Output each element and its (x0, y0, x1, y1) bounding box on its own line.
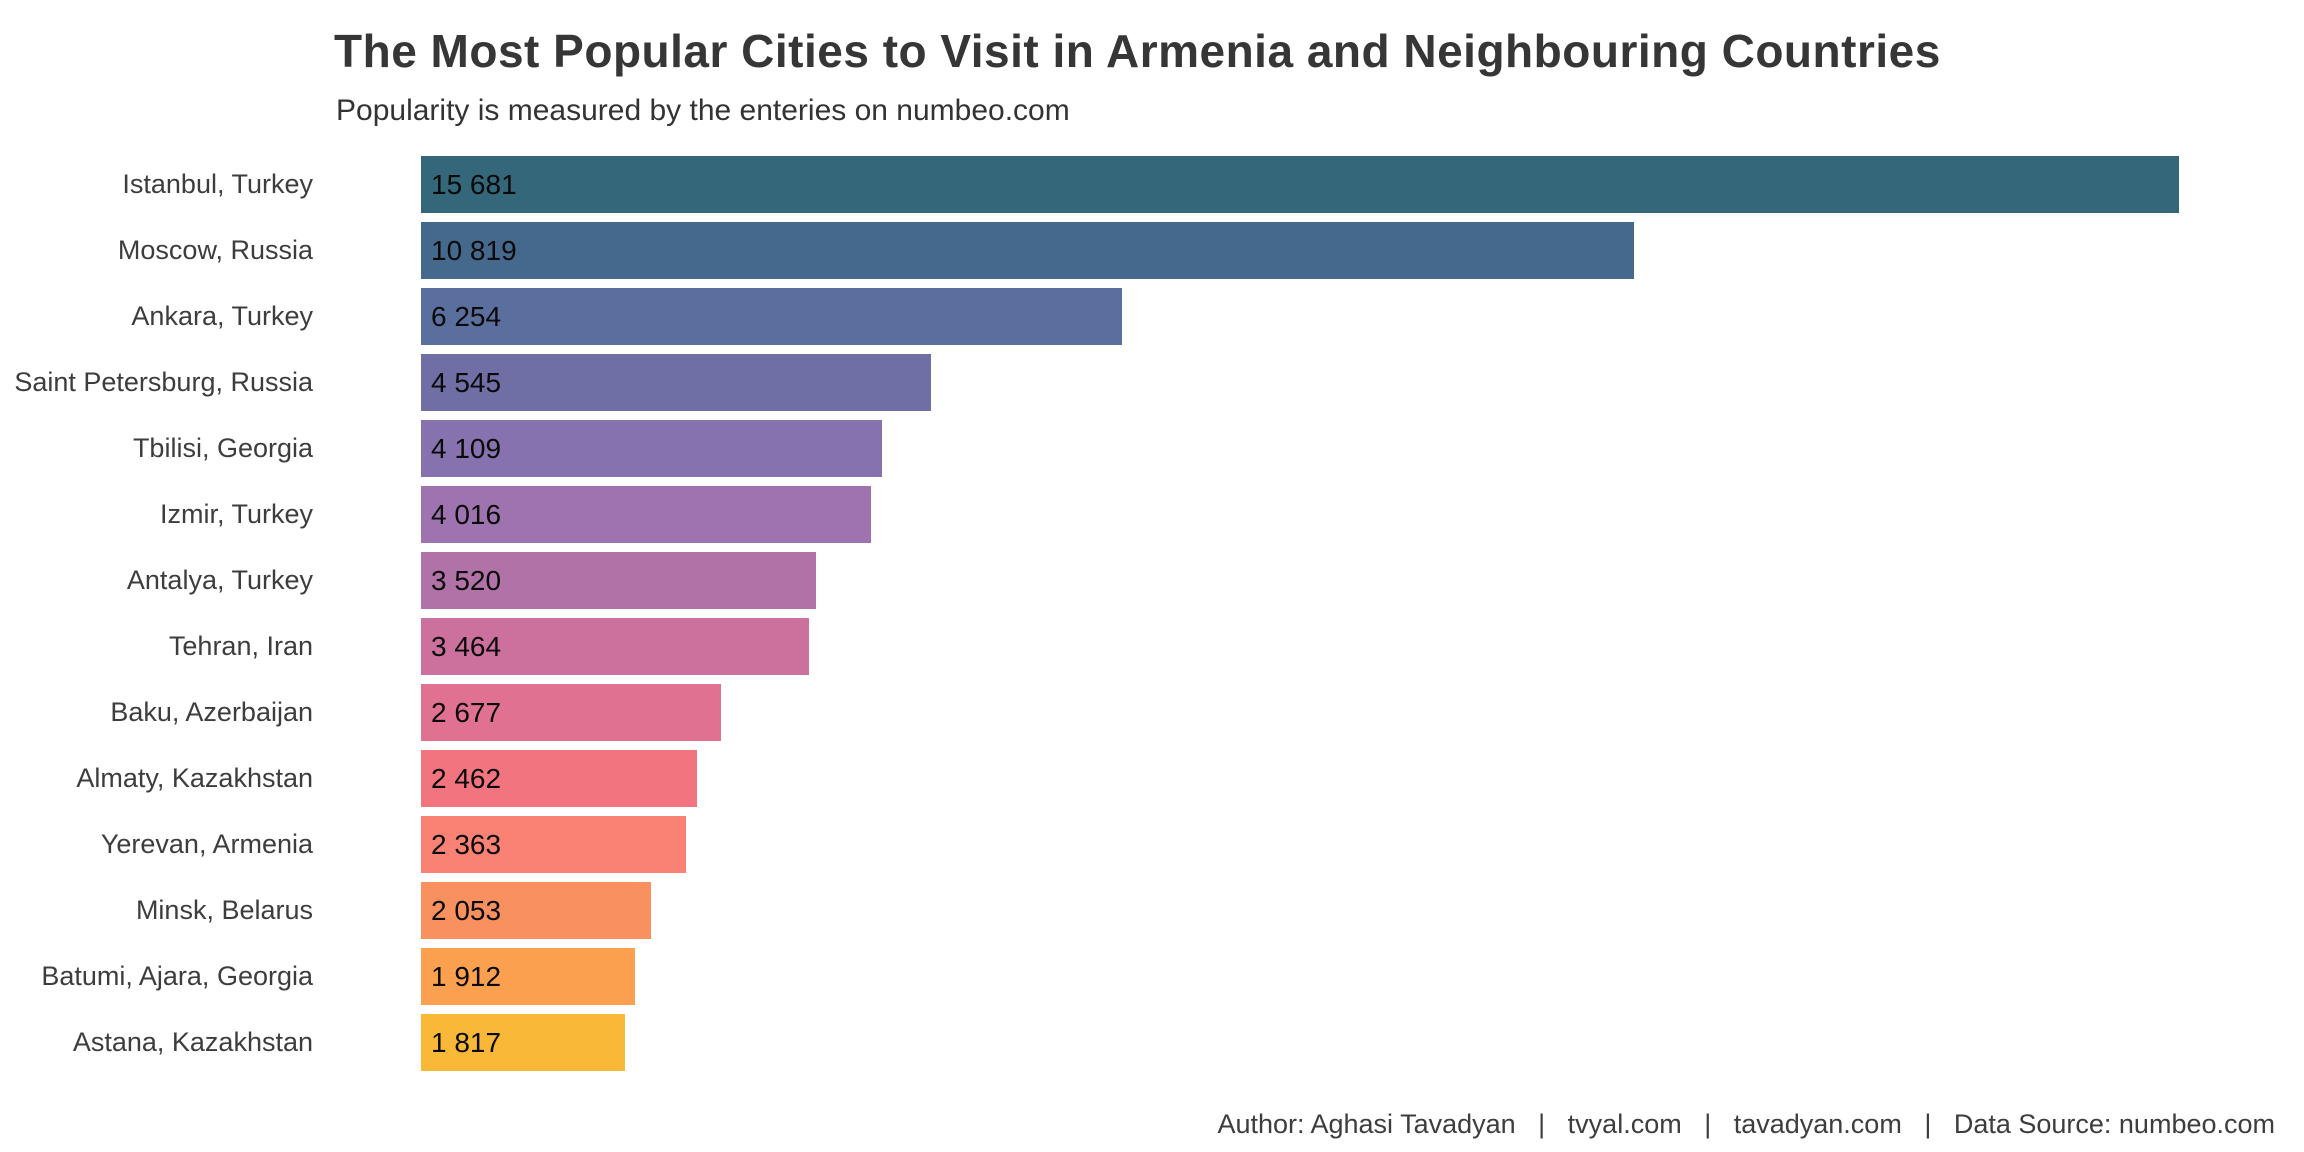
value-label: 2 462 (431, 762, 502, 794)
bar: 1 912 (421, 948, 636, 1005)
chart-row: Tehran, Iran 3 464 (0, 618, 2304, 675)
bar: 2 677 (421, 684, 722, 741)
bar-area: 1 817 (421, 1014, 2179, 1071)
chart-row: Almaty, Kazakhstan 2 462 (0, 750, 2304, 807)
value-label: 4 109 (431, 432, 502, 464)
category-label: Moscow, Russia (117, 235, 313, 265)
value-label: 10 819 (431, 234, 517, 266)
category-label: Batumi, Ajara, Georgia (41, 961, 313, 991)
chart-subtitle: Popularity is measured by the enteries o… (336, 94, 1070, 127)
chart-row: Ankara, Turkey 6 254 (0, 288, 2304, 345)
category-label: Izmir, Turkey (159, 499, 313, 529)
bar-area: 2 363 (421, 816, 2179, 873)
value-label: 2 363 (431, 828, 502, 860)
bar-area: 3 520 (421, 552, 2179, 609)
bar-area: 15 681 (421, 156, 2179, 213)
chart-row: Baku, Azerbaijan 2 677 (0, 684, 2304, 741)
bar: 4 545 (421, 354, 931, 411)
category-label: Tbilisi, Georgia (132, 433, 313, 463)
chart-row: Yerevan, Armenia 2 363 (0, 816, 2304, 873)
value-label: 2 677 (431, 696, 502, 728)
bar: 2 363 (421, 816, 686, 873)
bar-area: 6 254 (421, 288, 2179, 345)
bar: 4 109 (421, 420, 882, 477)
chart-row: Moscow, Russia 10 819 (0, 222, 2304, 279)
bar: 10 819 (421, 222, 1634, 279)
value-label: 6 254 (431, 300, 502, 332)
category-label: Baku, Azerbaijan (110, 697, 313, 727)
chart-footer-credits: Author: Aghasi Tavadyan | tvyal.com | ta… (1217, 1109, 2275, 1139)
bar-area: 1 912 (421, 948, 2179, 1005)
value-label: 15 681 (431, 168, 517, 200)
value-label: 1 912 (431, 960, 502, 992)
chart-title: The Most Popular Cities to Visit in Arme… (334, 25, 1941, 77)
bar: 6 254 (421, 288, 1123, 345)
chart-row: Tbilisi, Georgia 4 109 (0, 420, 2304, 477)
bar: 15 681 (421, 156, 2179, 213)
bar-area: 10 819 (421, 222, 2179, 279)
value-label: 3 520 (431, 564, 502, 596)
bar-area: 4 016 (421, 486, 2179, 543)
category-label: Saint Petersburg, Russia (14, 367, 313, 397)
bar-area: 4 545 (421, 354, 2179, 411)
bar: 2 462 (421, 750, 697, 807)
bar: 3 464 (421, 618, 810, 675)
chart-row: Batumi, Ajara, Georgia 1 912 (0, 948, 2304, 1005)
chart-row: Izmir, Turkey 4 016 (0, 486, 2304, 543)
category-label: Ankara, Turkey (131, 301, 313, 331)
chart-row: Istanbul, Turkey 15 681 (0, 156, 2304, 213)
category-label: Antalya, Turkey (126, 565, 313, 595)
value-label: 4 016 (431, 498, 502, 530)
category-label: Almaty, Kazakhstan (76, 763, 313, 793)
bar-chart: Istanbul, Turkey 15 681 Moscow, Russia 10 8… (0, 156, 2304, 1080)
bar-area: 2 053 (421, 882, 2179, 939)
value-label: 3 464 (431, 630, 502, 662)
category-label: Tehran, Iran (168, 631, 313, 661)
bar-area: 2 462 (421, 750, 2179, 807)
chart-row: Antalya, Turkey 3 520 (0, 552, 2304, 609)
bar: 3 520 (421, 552, 816, 609)
bar-area: 2 677 (421, 684, 2179, 741)
value-label: 2 053 (431, 894, 502, 926)
bar-area: 3 464 (421, 618, 2179, 675)
bar: 1 817 (421, 1014, 625, 1071)
category-label: Yerevan, Armenia (100, 829, 313, 859)
value-label: 1 817 (431, 1026, 502, 1058)
bar: 4 016 (421, 486, 872, 543)
category-label: Minsk, Belarus (135, 895, 313, 925)
value-label: 4 545 (431, 366, 502, 398)
chart-row: Astana, Kazakhstan 1 817 (0, 1014, 2304, 1071)
chart-row: Saint Petersburg, Russia 4 545 (0, 354, 2304, 411)
category-label: Istanbul, Turkey (122, 169, 313, 199)
category-label: Astana, Kazakhstan (72, 1027, 313, 1057)
bar-area: 4 109 (421, 420, 2179, 477)
chart-row: Minsk, Belarus 2 053 (0, 882, 2304, 939)
bar: 2 053 (421, 882, 652, 939)
